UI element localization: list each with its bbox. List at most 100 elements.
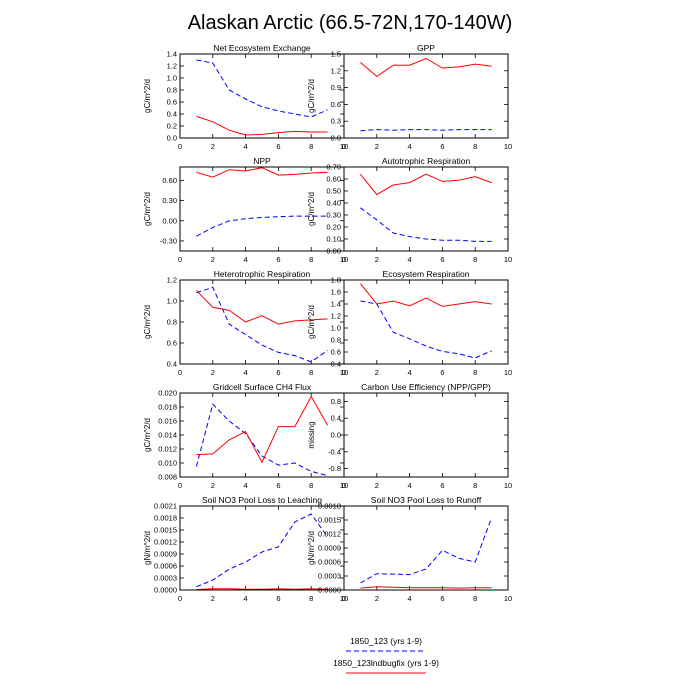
series-line-2 [196, 115, 328, 136]
x-tick-label: 0 [342, 142, 346, 151]
series-line-2 [360, 173, 492, 196]
x-tick-label: 0 [342, 481, 346, 490]
legend-label-2: 1850_123lndbugfix (yrs 1-9) [333, 658, 439, 668]
x-tick-label: 10 [504, 142, 512, 151]
x-tick-label: 8 [473, 368, 477, 377]
panel-title: GPP [417, 43, 435, 53]
y-axis-label: gC/m^2/d [307, 192, 316, 226]
x-tick-label: 10 [340, 594, 348, 603]
x-tick-label: 8 [309, 481, 313, 490]
y-tick-label: 1.2 [167, 276, 177, 285]
x-tick-label: 6 [440, 255, 444, 264]
series-line-2 [360, 57, 492, 78]
x-tick-label: 0 [178, 481, 182, 490]
y-tick-label: 0.50 [326, 187, 341, 196]
y-tick-label: 1.2 [331, 312, 341, 321]
y-axis-label: missing [307, 421, 316, 448]
y-tick-label: 0.0003 [154, 574, 177, 583]
y-tick-label: 0.40 [326, 199, 341, 208]
y-tick-label: 0.20 [326, 223, 341, 232]
plot-frame [343, 505, 509, 591]
x-tick-label: 10 [504, 255, 512, 264]
x-tick-label: 0 [342, 255, 346, 264]
y-tick-label: 0.60 [162, 176, 177, 185]
chart-panel-5: Heterotrophic Respiration gC/m^2/d 0 2 4 6 8 10… [143, 269, 348, 377]
y-tick-label: 1.2 [167, 62, 177, 71]
y-axis-label: gC/m^2/d [307, 305, 316, 339]
x-tick-label: 4 [408, 594, 412, 603]
y-tick-label: 0.020 [158, 389, 177, 398]
chart-panel-9: Soil NO3 Pool Loss to Leaching gN/m^2/d 0 2… [143, 495, 348, 603]
x-tick-label: 2 [375, 142, 379, 151]
plot-frame [179, 166, 345, 252]
series-line-1 [196, 59, 328, 118]
y-tick-label: 0.0000 [318, 586, 341, 595]
y-tick-label: 0.6 [331, 348, 341, 357]
series-line-1 [360, 207, 492, 242]
y-tick-label: 0.00 [326, 247, 341, 256]
y-tick-label: 0.00 [162, 216, 177, 225]
panel-title: Soil NO3 Pool Loss to Leaching [202, 495, 322, 505]
panel-title: Soil NO3 Pool Loss to Runoff [371, 495, 482, 505]
x-tick-label: 6 [276, 255, 280, 264]
y-tick-label: 0.3 [331, 117, 341, 126]
series-line-1 [360, 129, 492, 132]
series-line-2 [196, 588, 328, 591]
x-tick-label: 8 [309, 594, 313, 603]
series-line-2 [360, 283, 492, 307]
series-line-1 [196, 286, 328, 363]
y-tick-label: 0.010 [158, 459, 177, 468]
y-tick-label: 0.8 [331, 397, 341, 406]
x-tick-label: 8 [309, 368, 313, 377]
x-tick-label: 8 [309, 255, 313, 264]
y-axis-label: gC/m^2/d [143, 79, 152, 113]
x-tick-label: 2 [211, 481, 215, 490]
y-tick-label: 0.10 [326, 235, 341, 244]
x-tick-label: 4 [244, 368, 248, 377]
x-tick-label: 0 [178, 255, 182, 264]
x-tick-label: 8 [473, 142, 477, 151]
y-tick-label: 1.4 [167, 50, 177, 59]
y-tick-label: 0.008 [158, 473, 177, 482]
panel-title: Net Ecosystem Exchange [213, 43, 311, 53]
y-tick-label: 0.0003 [318, 572, 341, 581]
x-tick-label: 2 [375, 594, 379, 603]
x-tick-label: 10 [340, 481, 348, 490]
x-tick-label: 6 [276, 481, 280, 490]
y-tick-label: 0.0 [331, 431, 341, 440]
plot-frame [343, 392, 509, 478]
series-line-2 [196, 290, 328, 325]
series-line-1 [196, 513, 329, 588]
y-tick-label: -0.4 [328, 447, 341, 456]
x-tick-label: 10 [340, 255, 348, 264]
x-tick-label: 4 [244, 255, 248, 264]
y-tick-label: 0.0006 [154, 562, 177, 571]
y-tick-label: 0.0 [331, 134, 341, 143]
x-tick-label: 6 [276, 594, 280, 603]
y-tick-label: 0.60 [326, 175, 341, 184]
x-tick-label: 8 [309, 142, 313, 151]
chart-panel-7: Gridcell Surface CH4 Flux gC/m^2/d 0 2 4 6 8 10… [143, 382, 348, 490]
plot-frame [343, 53, 509, 139]
y-tick-label: 1.8 [331, 276, 341, 285]
y-tick-label: 0.4 [331, 360, 341, 369]
y-tick-label: 0.8 [167, 86, 177, 95]
y-tick-label: 0.9 [331, 83, 341, 92]
x-tick-label: 10 [340, 142, 348, 151]
y-tick-label: 1.2 [331, 66, 341, 75]
y-axis-label: gC/m^2/d [143, 305, 152, 339]
y-tick-label: 1.6 [331, 288, 341, 297]
x-tick-label: 8 [473, 481, 477, 490]
y-tick-label: 0.4 [167, 360, 177, 369]
x-tick-label: 0 [178, 142, 182, 151]
y-tick-label: 0.0006 [318, 558, 341, 567]
x-tick-label: 6 [440, 142, 444, 151]
x-tick-label: 10 [504, 368, 512, 377]
legend: 1850_123 (yrs 1-9) 1850_123lndbugfix (yr… [333, 636, 439, 674]
x-tick-label: 0 [178, 368, 182, 377]
x-tick-label: 4 [244, 142, 248, 151]
